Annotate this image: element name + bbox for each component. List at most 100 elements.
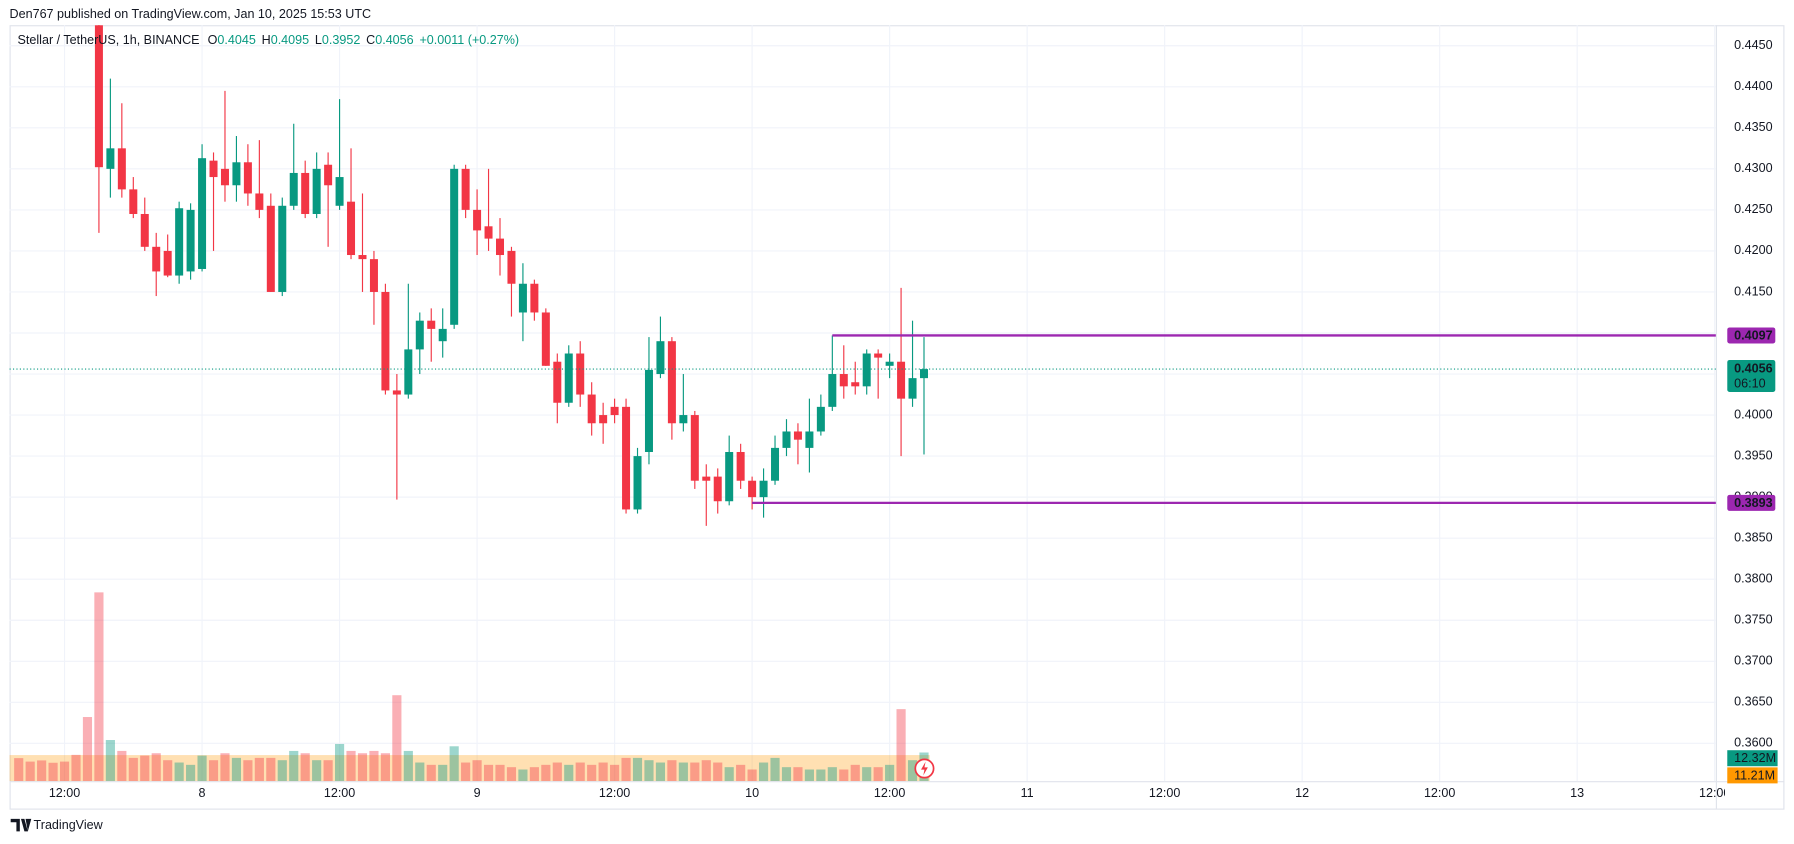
candle-body bbox=[255, 193, 264, 210]
legend-key: H bbox=[262, 33, 271, 47]
volume-bar bbox=[48, 762, 58, 782]
x-tick-label: 11 bbox=[1021, 786, 1034, 800]
candle-body bbox=[335, 177, 344, 206]
candle-body bbox=[690, 415, 699, 481]
candle-body bbox=[358, 255, 367, 260]
legend-value: 0.3952 bbox=[322, 33, 360, 47]
candle-body bbox=[919, 369, 929, 379]
candle-body bbox=[427, 320, 436, 329]
candle-body bbox=[725, 451, 734, 502]
volume-bar bbox=[415, 762, 425, 782]
candle-body bbox=[541, 312, 550, 366]
candle-body bbox=[301, 172, 310, 214]
volume-bar bbox=[37, 760, 47, 782]
candle-body bbox=[209, 160, 218, 178]
legend-value: 0.4056 bbox=[375, 33, 413, 47]
volume-bar bbox=[117, 750, 127, 782]
candle-body bbox=[793, 431, 802, 440]
footer-logo: TradingView bbox=[10, 818, 104, 832]
candle-body bbox=[347, 201, 356, 256]
x-tick-label: 12:00 bbox=[599, 786, 630, 800]
candle-body bbox=[243, 162, 252, 194]
candle-body bbox=[312, 168, 321, 214]
candle-body bbox=[404, 349, 413, 395]
volume-bar bbox=[781, 767, 792, 782]
candle-body bbox=[644, 369, 653, 452]
volume-bar bbox=[827, 767, 837, 782]
volume-bar bbox=[839, 769, 849, 782]
volume-bar bbox=[506, 767, 517, 782]
y-tick-label: 0.4250 bbox=[1734, 202, 1772, 216]
volume-bar bbox=[254, 757, 264, 782]
candle-body bbox=[140, 213, 149, 247]
price-label: 0.4056 bbox=[1734, 361, 1772, 375]
candle-body bbox=[106, 148, 115, 169]
volume-bar bbox=[461, 762, 471, 782]
candle-body bbox=[324, 164, 333, 186]
candle-body bbox=[851, 382, 860, 387]
legend-value: 0.4095 bbox=[271, 33, 309, 47]
candle-body bbox=[874, 353, 883, 358]
volume-bar bbox=[380, 753, 390, 782]
candle-body bbox=[599, 415, 608, 424]
candle-body bbox=[507, 250, 516, 284]
volume-bar bbox=[793, 767, 803, 782]
x-tick-label: 13 bbox=[1570, 786, 1584, 800]
volume-bar bbox=[873, 767, 883, 782]
volume-bar bbox=[495, 764, 505, 782]
volume-bar bbox=[736, 764, 746, 782]
volume-bar bbox=[392, 695, 402, 782]
candle-body bbox=[518, 283, 527, 313]
volume-ma-label: 11.21M bbox=[1734, 768, 1775, 782]
volume-bar bbox=[598, 762, 608, 782]
alert-icon bbox=[914, 758, 935, 779]
x-tick-label: 12:00 bbox=[324, 786, 355, 800]
candle-body bbox=[175, 208, 184, 276]
x-tick-label: 8 bbox=[199, 786, 206, 800]
x-tick-label: 12:00 bbox=[1699, 786, 1730, 800]
candle-body bbox=[713, 476, 722, 502]
candle-body bbox=[94, 25, 103, 168]
volume-bar bbox=[300, 753, 310, 782]
y-tick-label: 0.3850 bbox=[1734, 530, 1772, 544]
volume-bar bbox=[655, 762, 666, 782]
candle-body bbox=[415, 320, 424, 350]
y-tick-label: 0.3950 bbox=[1734, 448, 1772, 462]
volume-label: 12.32M bbox=[1734, 751, 1776, 765]
volume-bar bbox=[25, 761, 35, 782]
volume-bar bbox=[907, 760, 918, 782]
candle-body bbox=[278, 205, 287, 292]
y-tick-label: 0.4350 bbox=[1734, 120, 1772, 134]
candle-body bbox=[908, 378, 917, 399]
x-tick-label: 12 bbox=[1295, 786, 1309, 800]
y-tick-label: 0.3800 bbox=[1734, 572, 1772, 586]
volume-bar bbox=[403, 750, 413, 782]
volume-bar bbox=[541, 764, 551, 782]
volume-bar bbox=[357, 753, 368, 782]
legend-key: L bbox=[315, 33, 322, 47]
volume-bar bbox=[770, 757, 780, 782]
grid bbox=[9, 25, 1716, 782]
brand: TradingView bbox=[34, 818, 104, 832]
x-tick-label: 12:00 bbox=[1149, 786, 1180, 800]
volume-pane bbox=[9, 592, 930, 782]
candle-body bbox=[610, 406, 619, 416]
volume-bar bbox=[449, 746, 459, 782]
volume-bar bbox=[747, 769, 757, 782]
volume-bar bbox=[518, 769, 528, 782]
volume-bar bbox=[71, 754, 81, 782]
chart-frame bbox=[9, 25, 1785, 810]
volume-bar bbox=[529, 767, 539, 782]
candle-body bbox=[450, 168, 459, 325]
candle-body bbox=[702, 476, 711, 481]
countdown: 06:10 bbox=[1734, 376, 1765, 390]
volume-bar bbox=[220, 753, 230, 782]
volume-ma-band bbox=[9, 755, 930, 782]
volume-bar bbox=[289, 750, 299, 782]
level-label: 0.4097 bbox=[1734, 328, 1772, 342]
volume-bar bbox=[896, 709, 906, 782]
volume-bar bbox=[128, 757, 138, 782]
volume-bar bbox=[346, 750, 356, 782]
volume-bar bbox=[438, 764, 448, 782]
